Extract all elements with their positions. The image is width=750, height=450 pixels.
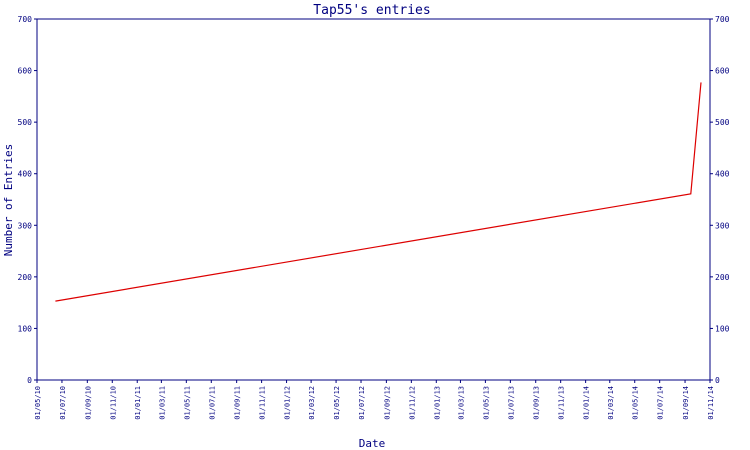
x-tick-label: 01/09/11 [234,386,242,420]
x-tick-label: 01/11/11 [259,386,267,420]
y-tick-label-right: 400 [715,170,730,179]
x-tick-label: 01/05/11 [183,386,191,420]
x-tick-label: 01/11/13 [558,386,566,420]
plot-area: 0 0 100 100 200 200 300 300 400 400 500 500 600 600 70… [18,15,730,420]
x-tick-label: 01/09/13 [533,386,541,420]
y-tick-label-right: 100 [715,324,730,333]
x-tick-label: 01/07/10 [59,386,67,420]
x-tick-label: 01/09/10 [84,386,92,420]
y-axis-label: Number of Entries [2,144,15,257]
x-tick-label: 01/09/12 [383,386,391,420]
x-axis-label: Date [359,437,386,450]
y-tick-label-left: 300 [18,221,33,230]
x-tick-label: 01/11/14 [707,386,715,420]
x-tick-label: 01/03/11 [158,386,166,420]
x-tick-label: 01/01/13 [433,386,441,420]
y-tick-label-left: 700 [18,15,33,24]
x-tick-label: 01/05/14 [632,386,640,420]
x-tick-label: 01/03/12 [308,386,316,420]
x-tick-label: 01/07/13 [507,386,515,420]
x-tick-label: 01/05/10 [34,386,42,420]
x-tick-label: 01/11/12 [408,386,416,420]
x-tick-label: 01/11/10 [109,386,117,420]
y-tick-label-left: 0 [27,376,32,385]
y-tick-label-right: 700 [715,15,730,24]
x-tick-label: 01/05/13 [482,386,490,420]
x-tick-label: 01/03/13 [457,386,465,420]
x-tick-label: 01/09/14 [682,386,690,420]
x-tick-label: 01/01/12 [284,386,292,420]
y-tick-label-right: 600 [715,67,730,76]
y-tick-label-right: 0 [715,376,720,385]
plot-frame [36,18,711,381]
series-line-entries [55,82,702,302]
y-tick-label-left: 600 [18,67,33,76]
y-tick-label-right: 300 [715,221,730,230]
x-tick-label: 01/07/12 [358,386,366,420]
chart-title: Tap55's entries [313,3,430,18]
y-tick-label-left: 200 [18,273,33,282]
y-tick-label-right: 200 [715,273,730,282]
y-tick-label-right: 500 [715,118,730,127]
x-tick-label: 01/05/12 [333,386,341,420]
y-tick-label-left: 500 [18,118,33,127]
x-tick-label: 01/01/14 [583,386,591,420]
y-tick-label-left: 100 [18,324,33,333]
x-tick-label: 01/07/14 [657,386,665,420]
x-tick-label: 01/01/11 [134,386,142,420]
x-tick-label: 01/07/11 [208,386,216,420]
x-tick-label: 01/03/14 [607,386,615,420]
y-tick-label-left: 400 [18,170,33,179]
